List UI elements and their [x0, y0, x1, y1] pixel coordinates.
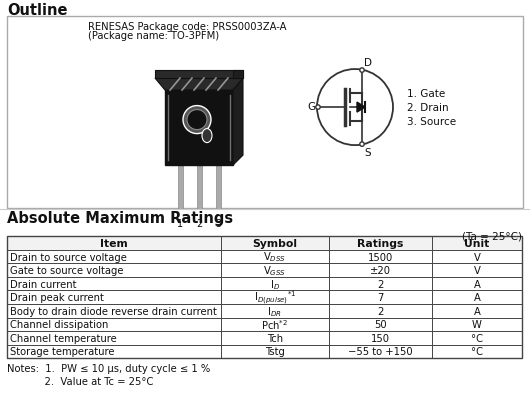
Text: W: W: [472, 319, 482, 330]
Bar: [7, 291, 522, 304]
Text: °C: °C: [471, 347, 483, 357]
Text: 3: 3: [215, 219, 221, 229]
Text: (Ta = 25°C): (Ta = 25°C): [462, 231, 522, 240]
Ellipse shape: [202, 129, 212, 143]
Circle shape: [316, 106, 320, 110]
Text: 150: 150: [371, 333, 390, 343]
Text: 2: 2: [377, 279, 384, 289]
Text: Symbol: Symbol: [252, 238, 297, 248]
Text: Tstg: Tstg: [265, 347, 285, 357]
Text: Pch$^{*2}$: Pch$^{*2}$: [261, 318, 288, 331]
Text: °C: °C: [471, 333, 483, 343]
Text: 2. Drain: 2. Drain: [407, 103, 448, 113]
Bar: [7, 304, 522, 318]
Text: D: D: [364, 58, 372, 68]
Text: ±20: ±20: [370, 265, 391, 275]
Text: Outline: Outline: [7, 3, 67, 18]
Bar: [197, 164, 201, 213]
Text: I$_{DR}$: I$_{DR}$: [268, 304, 282, 318]
Bar: [7, 318, 522, 331]
Text: Drain peak current: Drain peak current: [10, 292, 104, 303]
Bar: [7, 250, 522, 264]
Text: Channel dissipation: Channel dissipation: [10, 319, 108, 330]
Text: Unit: Unit: [464, 238, 490, 248]
Text: Body to drain diode reverse drain current: Body to drain diode reverse drain curren…: [10, 306, 217, 316]
Bar: [7, 237, 522, 250]
Text: A: A: [473, 306, 480, 316]
Bar: [7, 237, 522, 358]
Bar: [7, 345, 522, 358]
Text: Absolute Maximum Ratings: Absolute Maximum Ratings: [7, 211, 233, 225]
Bar: [7, 264, 522, 277]
Text: G: G: [307, 102, 315, 112]
Text: Tch: Tch: [267, 333, 283, 343]
Text: A: A: [473, 279, 480, 289]
Text: 2: 2: [377, 306, 384, 316]
Circle shape: [360, 143, 364, 147]
Bar: [7, 331, 522, 345]
Polygon shape: [233, 79, 243, 166]
Text: V: V: [473, 265, 480, 275]
Bar: [155, 71, 243, 79]
Circle shape: [183, 106, 211, 134]
Text: Storage temperature: Storage temperature: [10, 347, 114, 357]
Text: 50: 50: [374, 319, 387, 330]
Text: V: V: [473, 252, 480, 262]
Circle shape: [317, 70, 393, 146]
Text: V$_{DSS}$: V$_{DSS}$: [263, 250, 286, 264]
Text: −55 to +150: −55 to +150: [348, 347, 413, 357]
Text: V$_{GSS}$: V$_{GSS}$: [263, 263, 286, 277]
Text: 3. Source: 3. Source: [407, 117, 456, 127]
Text: 2.  Value at Tc = 25°C: 2. Value at Tc = 25°C: [7, 376, 153, 387]
Polygon shape: [357, 103, 365, 113]
Text: Gate to source voltage: Gate to source voltage: [10, 265, 123, 275]
Circle shape: [187, 110, 207, 130]
Text: (Package name: TO-3PFM): (Package name: TO-3PFM): [88, 31, 219, 41]
Text: Item: Item: [100, 238, 128, 248]
Text: Drain current: Drain current: [10, 279, 76, 289]
Text: I$_D$: I$_D$: [270, 277, 280, 291]
Text: 7: 7: [377, 292, 384, 303]
Bar: [178, 164, 182, 213]
Bar: [7, 277, 522, 291]
Text: 1. Gate: 1. Gate: [407, 89, 445, 99]
Polygon shape: [155, 79, 243, 91]
Circle shape: [360, 69, 364, 73]
Text: Ratings: Ratings: [357, 238, 403, 248]
Text: Drain to source voltage: Drain to source voltage: [10, 252, 127, 262]
Text: Notes:  1.  PW ≤ 10 μs, duty cycle ≤ 1 %: Notes: 1. PW ≤ 10 μs, duty cycle ≤ 1 %: [7, 364, 210, 373]
Bar: [165, 91, 233, 166]
Text: 2: 2: [196, 219, 202, 229]
Text: 1500: 1500: [368, 252, 393, 262]
Text: A: A: [473, 292, 480, 303]
Bar: [216, 164, 220, 213]
Text: S: S: [364, 148, 370, 158]
Text: Channel temperature: Channel temperature: [10, 333, 117, 343]
Text: I$_{D(pulse)}$$^{*1}$: I$_{D(pulse)}$$^{*1}$: [254, 289, 296, 306]
Text: 1: 1: [177, 219, 183, 229]
Polygon shape: [233, 71, 243, 79]
Text: RENESAS Package code: PRSS0003ZA-A: RENESAS Package code: PRSS0003ZA-A: [88, 22, 287, 32]
